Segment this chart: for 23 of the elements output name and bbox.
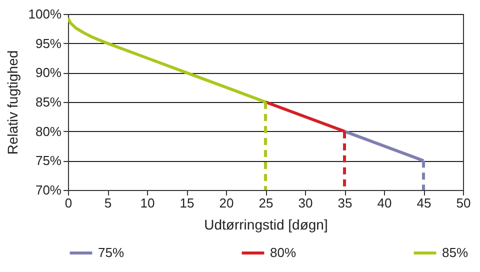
- y-axis-title: Relativ fugtighed: [4, 50, 20, 155]
- legend-label: 75%: [98, 245, 124, 260]
- y-tick-label: 85%: [35, 94, 62, 110]
- x-tick-label: 25: [258, 196, 274, 210]
- x-tick-label: 30: [298, 196, 313, 210]
- x-tick-label: 40: [377, 196, 392, 210]
- x-tick-label: 35: [338, 196, 352, 210]
- x-tick-label: 45: [416, 196, 432, 210]
- x-tick-label: 0: [64, 196, 72, 210]
- y-tick-label: 80%: [35, 124, 62, 139]
- x-axis-title: Udtørringstid [døgn]: [204, 216, 328, 232]
- y-tick-label: 70%: [35, 182, 62, 198]
- y-tick-label: 75%: [35, 153, 62, 168]
- x-tick-label: 20: [219, 196, 234, 210]
- x-tick-label: 50: [456, 196, 471, 210]
- legend-label: 85%: [442, 245, 468, 260]
- x-tick-label: 10: [140, 196, 155, 210]
- legend-label: 80%: [270, 245, 296, 260]
- x-tick-label: 15: [180, 196, 194, 210]
- x-tick-label: 5: [104, 196, 112, 210]
- y-tick-label: 95%: [35, 36, 62, 51]
- y-tick-label: 90%: [35, 65, 62, 80]
- y-tick-label: 100%: [28, 6, 62, 22]
